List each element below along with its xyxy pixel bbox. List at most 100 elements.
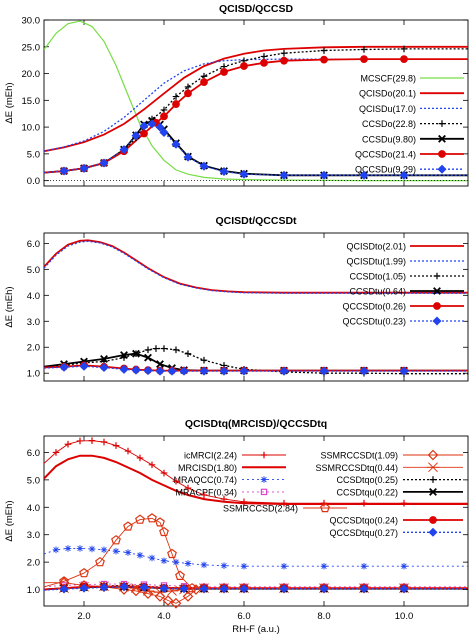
series-layer: [44, 440, 468, 604]
data-point: [359, 170, 369, 180]
panel-title: QCISD/QCCSD: [219, 3, 294, 15]
legend-marker: [433, 272, 441, 280]
legend-entry-label: CCSDtqo(0.25): [336, 475, 398, 485]
data-point: [184, 560, 192, 567]
data-point: [131, 131, 141, 141]
x-tick-label: 2.0: [77, 611, 90, 622]
plot-frame: [43, 232, 469, 382]
data-point: [219, 366, 229, 376]
data-point: [167, 366, 177, 376]
data-point: [111, 535, 121, 545]
legend-entry-label: SSMRCCSD(2.84): [223, 504, 298, 514]
data-point: [171, 139, 181, 149]
data-point: [119, 145, 129, 155]
y-tick-label: 3.0: [27, 317, 40, 328]
legend-entry-label: QCISDtu(1.99): [346, 257, 406, 267]
y-tick-label: 20.0: [22, 69, 41, 80]
legend-entry-label: CCSDo(22.8): [362, 119, 416, 129]
data-point: [320, 55, 328, 64]
data-point: [59, 166, 69, 176]
data-point: [280, 562, 288, 570]
legend-entry-label: CCSDtqu(0.22): [336, 487, 398, 497]
y-tick-label: 25.0: [22, 42, 41, 53]
legend-entry-label: MRACPF(0.34): [175, 487, 237, 497]
data-point: [52, 449, 60, 456]
data-point: [400, 45, 408, 53]
legend-entry-label: SSMRCCSDt(1.09): [320, 451, 398, 461]
legend-marker: [437, 164, 447, 174]
data-point: [239, 366, 249, 376]
data-point: [142, 588, 154, 600]
y-tick-label: 5.0: [27, 149, 40, 160]
data-point: [179, 584, 189, 594]
plot-frame: [43, 435, 469, 607]
data-point: [100, 438, 108, 446]
data-point: [64, 440, 72, 448]
data-point: [184, 484, 192, 492]
y-tick-label: 2.0: [27, 558, 40, 569]
data-point: [184, 350, 192, 358]
series-line: [44, 45, 468, 153]
legend-marker: [438, 134, 446, 143]
data-point: [239, 584, 249, 594]
legend-entry-label: MRAQCC(0.74): [173, 475, 237, 485]
data-point: [240, 562, 248, 570]
data-point: [172, 477, 180, 485]
y-tick-label: 6.0: [27, 239, 40, 250]
data-point: [148, 461, 156, 469]
data-point: [99, 362, 109, 373]
series-line: [44, 454, 468, 505]
legend-marker: [428, 527, 438, 537]
y-tick-label: 2.0: [27, 343, 40, 354]
series-line: [44, 586, 468, 591]
data-point: [360, 55, 368, 63]
data-point: [200, 491, 208, 499]
legend-marker: [429, 476, 437, 483]
legend-entry-label: MRCISD(1.80): [178, 463, 237, 473]
data-point: [200, 78, 208, 87]
data-point: [135, 514, 145, 524]
data-point: [179, 366, 189, 376]
data-point: [160, 106, 168, 114]
y-tick-label: 0.0: [27, 176, 40, 187]
legend-entry-label: MCSCF(29.8): [360, 74, 416, 84]
data-point: [162, 595, 174, 606]
legend-marker: [433, 287, 441, 295]
legend-entry-label: QCCSDo(21.4): [355, 150, 416, 160]
data-point: [155, 366, 165, 376]
panel-title: QCISDtq(MRCISD)/QCCSDtq: [185, 418, 327, 430]
data-point: [99, 582, 109, 592]
data-point: [400, 55, 408, 63]
x-tick-label: 6.0: [237, 611, 250, 622]
data-point: [148, 554, 156, 562]
data-point: [200, 561, 208, 569]
data-point: [184, 89, 192, 98]
data-point: [172, 100, 180, 108]
y-tick-label: 5.0: [27, 265, 40, 276]
data-point: [160, 112, 168, 121]
data-point: [119, 582, 129, 592]
data-point: [130, 585, 142, 597]
data-point: [147, 119, 157, 129]
data-point: [139, 121, 149, 131]
data-point: [156, 360, 164, 369]
data-point: [144, 353, 152, 362]
data-point: [139, 582, 149, 592]
data-point: [279, 170, 289, 180]
data-point: [199, 584, 209, 594]
legend-marker: [260, 488, 268, 496]
series-line: [44, 517, 468, 589]
data-point: [159, 127, 169, 137]
data-point: [320, 499, 328, 507]
legend-entry-label: icMRCI(2.24): [184, 451, 237, 461]
data-point: [79, 361, 89, 371]
series-line: [44, 240, 468, 294]
legend-marker: [438, 150, 446, 158]
data-point: [88, 437, 96, 444]
data-point: [95, 556, 105, 567]
data-point: [140, 129, 148, 138]
y-axis-label: ΔE (mEh): [4, 82, 15, 123]
legend-entry-label: QCCSDto(0.26): [342, 302, 406, 312]
data-point: [280, 49, 288, 57]
